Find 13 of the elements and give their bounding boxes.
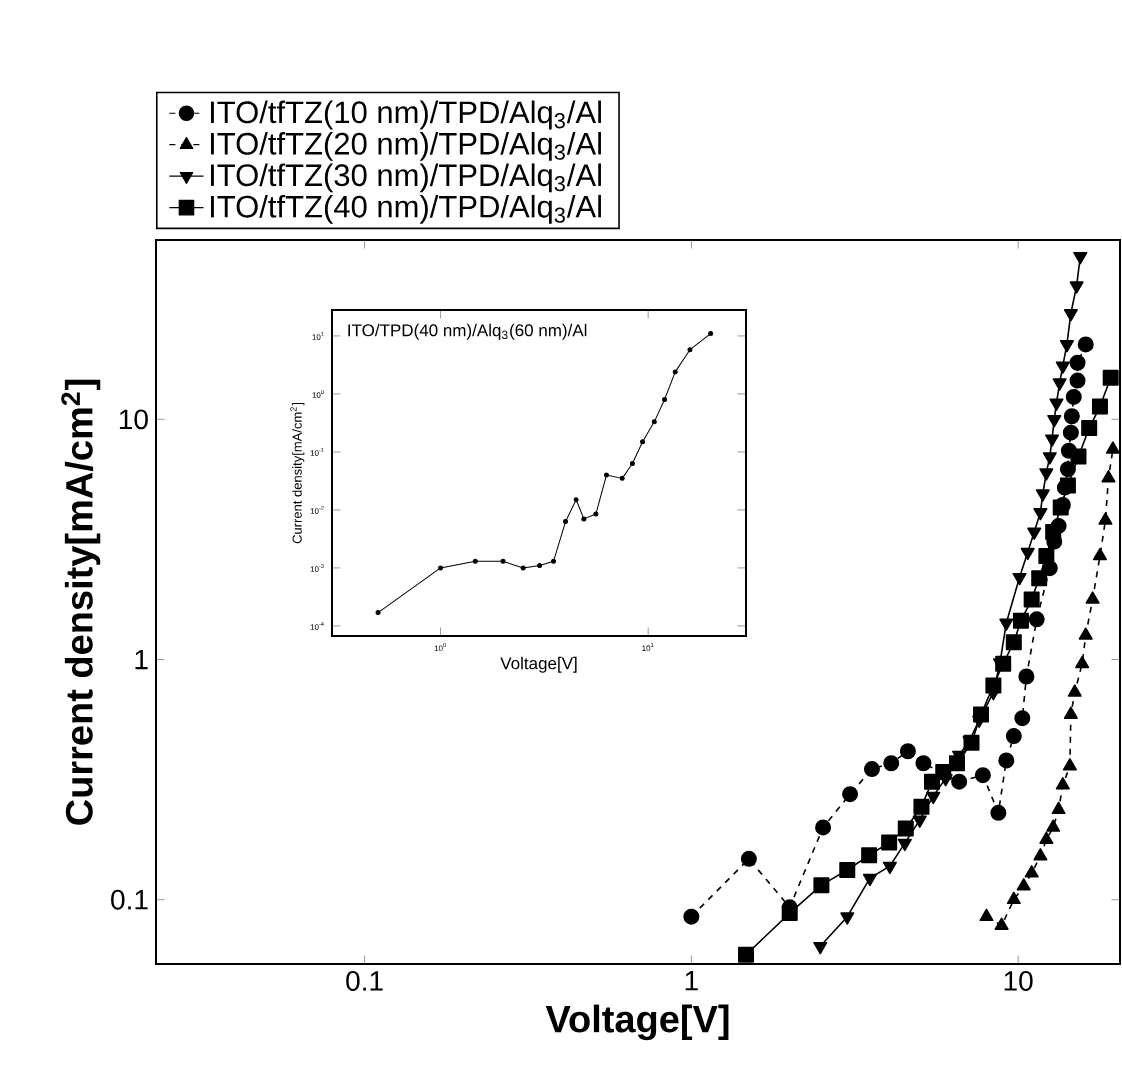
legend-label: ITO/tfTZ(20 nm)/TPD/Alq$_{3}$/Al: [211, 131, 601, 161]
legend-label: ITO/tfTZ(30 nm)/TPD/Alq$_{3}$/Al: [211, 163, 601, 193]
legend-label: ITO/tfTZ(40 nm)/TPD/Alq$_{3}$/Al: [211, 194, 601, 224]
x-axis-title: Voltage[V]: [545, 1004, 729, 1041]
x-axis-title: Voltage[V]: [500, 656, 577, 673]
y-axis-title: Current density[mA/cm$^{2}$]: [61, 379, 101, 825]
y-tick-label: 10: [119, 409, 148, 430]
legend-label: ITO/tfTZ(10 nm)/TPD/Alq$_{3}$/Al: [211, 100, 601, 130]
x-tick-label: 0.1: [346, 971, 383, 991]
x-tick-label: 10: [1004, 971, 1033, 991]
x-tick-label: 1: [685, 971, 698, 991]
y-tick-label: 0.1: [111, 889, 148, 910]
text: ITO/TPD(40 nm)/Alq$_{3}$(60 nm)/Al: [348, 323, 587, 340]
